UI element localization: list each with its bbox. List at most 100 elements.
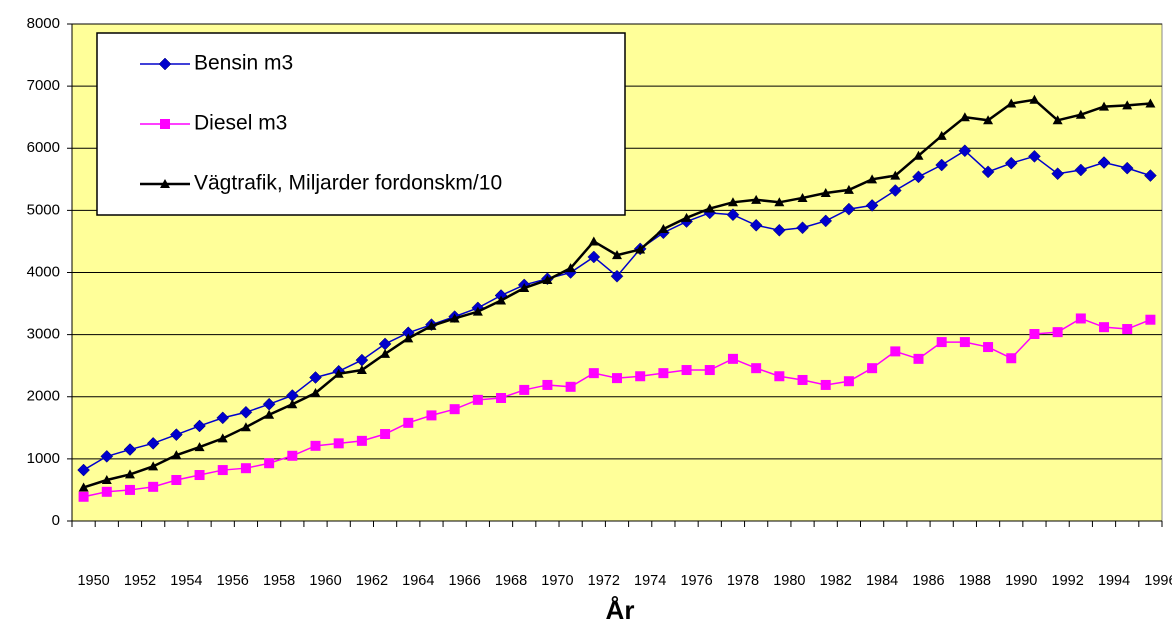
data-point: [310, 388, 321, 398]
data-point: [983, 115, 994, 125]
data-point: [959, 112, 970, 122]
x-tick-label: 1978: [727, 573, 759, 589]
data-point: [426, 320, 437, 330]
y-tick-label: 5000: [27, 201, 60, 218]
x-tick-label: 1974: [634, 573, 666, 589]
x-tick-label: 1996: [1144, 573, 1172, 589]
data-point: [216, 411, 230, 425]
data-point: [936, 337, 947, 348]
legend-marker: [160, 119, 170, 129]
data-point: [1004, 156, 1018, 170]
data-point: [449, 404, 460, 415]
x-tick-label: 1986: [912, 573, 944, 589]
data-point: [681, 212, 692, 222]
data-point: [983, 342, 994, 353]
data-point: [240, 463, 251, 474]
data-point: [867, 174, 878, 184]
data-point: [935, 158, 949, 172]
data-point: [890, 170, 901, 180]
data-point: [380, 429, 391, 440]
data-point: [890, 346, 901, 357]
x-tick-label: 1954: [170, 573, 202, 589]
data-point: [1097, 156, 1111, 169]
data-point: [772, 223, 786, 237]
x-tick-label: 1962: [356, 573, 388, 589]
data-point: [1075, 109, 1086, 119]
data-point: [217, 433, 228, 443]
data-point: [146, 436, 160, 450]
data-point: [1122, 100, 1133, 110]
y-tick-label: 0: [52, 512, 60, 529]
data-point: [78, 482, 89, 492]
data-point: [565, 263, 576, 273]
data-point: [240, 422, 251, 432]
data-point: [1052, 327, 1063, 338]
data-point: [612, 250, 622, 260]
y-tick-label: 4000: [27, 263, 60, 280]
data-point: [587, 250, 601, 264]
data-point: [472, 306, 483, 316]
data-point: [912, 170, 925, 184]
data-point: [1029, 329, 1040, 340]
data-point: [356, 365, 367, 375]
data-point: [1099, 322, 1110, 333]
data-point: [681, 365, 692, 376]
data-point: [333, 368, 344, 378]
data-point: [264, 458, 275, 469]
x-tick-label: 1958: [263, 573, 295, 589]
data-point: [797, 374, 808, 385]
x-tick-label: 1994: [1098, 573, 1130, 589]
y-tick-label: 7000: [27, 77, 60, 94]
data-point: [194, 442, 205, 452]
data-point: [403, 333, 414, 343]
data-point: [959, 337, 970, 348]
x-tick-label: 1964: [402, 573, 434, 589]
data-point: [100, 450, 114, 463]
data-point: [797, 192, 808, 202]
data-point: [542, 274, 553, 284]
data-point: [610, 269, 624, 283]
data-point: [751, 194, 762, 204]
data-point: [842, 202, 856, 216]
y-tick-label: 8000: [27, 15, 60, 32]
data-point: [1006, 353, 1017, 364]
legend: Bensin m3 Diesel m3 Vägtrafik, Miljarder f…: [96, 32, 626, 216]
data-point: [519, 384, 530, 395]
x-axis-title: År: [606, 595, 635, 625]
data-point: [217, 465, 228, 476]
data-point: [287, 450, 298, 461]
data-point: [913, 353, 924, 364]
data-point: [1074, 163, 1088, 177]
y-tick-label: 3000: [27, 326, 60, 343]
y-tick-label: 1000: [27, 450, 60, 467]
x-tick-label: 1960: [309, 573, 341, 589]
data-point: [635, 371, 646, 382]
data-point: [865, 199, 879, 212]
data-point: [124, 469, 135, 479]
data-point: [171, 474, 182, 485]
data-point: [426, 410, 437, 421]
x-tick-label: 1972: [588, 573, 620, 589]
data-point: [496, 295, 507, 305]
data-point: [726, 208, 740, 222]
legend-label: Vägtrafik, Miljarder fordonskm/10: [194, 172, 502, 195]
data-point: [148, 461, 159, 471]
data-point: [751, 363, 762, 374]
data-point: [867, 363, 878, 374]
data-point: [171, 450, 182, 460]
data-point: [774, 197, 785, 207]
x-tick-label: 1988: [959, 573, 991, 589]
x-tick-label: 1976: [680, 573, 712, 589]
data-point: [472, 394, 483, 405]
data-point: [287, 399, 298, 409]
data-point: [449, 313, 460, 323]
data-point: [981, 165, 995, 179]
data-point: [123, 443, 137, 456]
data-point: [565, 381, 576, 392]
data-point: [820, 379, 831, 390]
data-point: [658, 224, 669, 234]
legend-label: Bensin m3: [194, 52, 293, 75]
x-tick-label: 1984: [866, 573, 898, 589]
data-point: [239, 405, 253, 419]
